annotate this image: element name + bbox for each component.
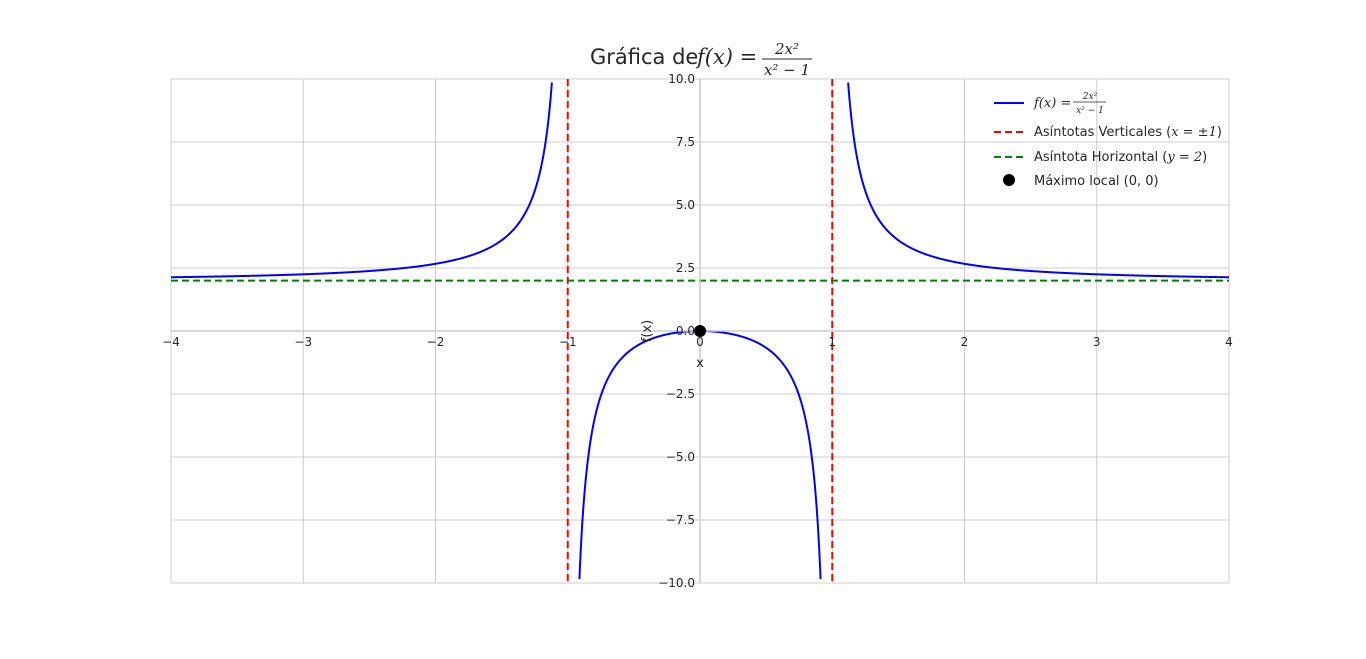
y-tick-label: 7.5 (676, 135, 695, 149)
x-tick-label: 0 (696, 335, 704, 349)
function-curve-left (171, 82, 553, 279)
y-tick-label: −5.0 (666, 450, 695, 464)
marker-layer (694, 325, 706, 337)
legend-label-function-lhs: f(x) = (1033, 96, 1071, 111)
legend-label-local-maximum: Máximo local (0, 0) (1034, 174, 1159, 189)
function-curve-right (847, 82, 1229, 279)
legend-label-horizontal-asymptote: Asíntota Horizontal (y = 2) (1034, 150, 1207, 165)
y-tick-label: 10.0 (668, 72, 695, 86)
x-tick-label: 3 (1093, 335, 1101, 349)
legend: f(x) = 2x² x² − 1 Asíntotas Verticales (… (994, 92, 1222, 189)
y-axis-label: f(x) (640, 320, 655, 342)
y-tick-label: 0.0 (676, 324, 695, 338)
y-tick-label: 2.5 (676, 261, 695, 275)
legend-label-function-numerator: 2x² (1082, 92, 1098, 102)
x-tick-label: −1 (559, 335, 577, 349)
chart-title-denominator: x² − 1 (764, 61, 810, 79)
y-tick-label: −2.5 (666, 387, 695, 401)
y-tick-label: 5.0 (676, 198, 695, 212)
x-tick-label: 2 (961, 335, 969, 349)
chart-title: Gráfica de f(x) = 2x² x² − 1 (590, 40, 812, 79)
legend-label-function-denominator: x² − 1 (1076, 106, 1104, 116)
x-tick-label: −4 (162, 335, 180, 349)
x-tick-label: −3 (294, 335, 312, 349)
legend-swatch-local-maximum (1003, 174, 1015, 186)
chart-title-prefix: Gráfica de (590, 45, 698, 69)
x-tick-label: −2 (427, 335, 445, 349)
x-axis-label: x (696, 356, 704, 371)
tick-label-layer: −4 −3 −2 −1 0 1 2 3 4 −10.0 −7.5 −5.0 −2.5 0.0 2.5 5.0 7… (162, 72, 1233, 590)
x-tick-label: 1 (828, 335, 836, 349)
chart-title-lhs: f(x) = (695, 45, 757, 69)
y-tick-label: −10.0 (658, 576, 695, 590)
legend-label-vertical-asymptotes: Asíntotas Verticales (x = ±1) (1034, 125, 1222, 140)
chart-title-numerator: 2x² (774, 40, 799, 58)
x-tick-label: 4 (1225, 335, 1233, 349)
y-tick-label: −7.5 (666, 513, 695, 527)
axis-label-layer: x f(x) (640, 320, 704, 371)
local-maximum-point (694, 325, 706, 337)
